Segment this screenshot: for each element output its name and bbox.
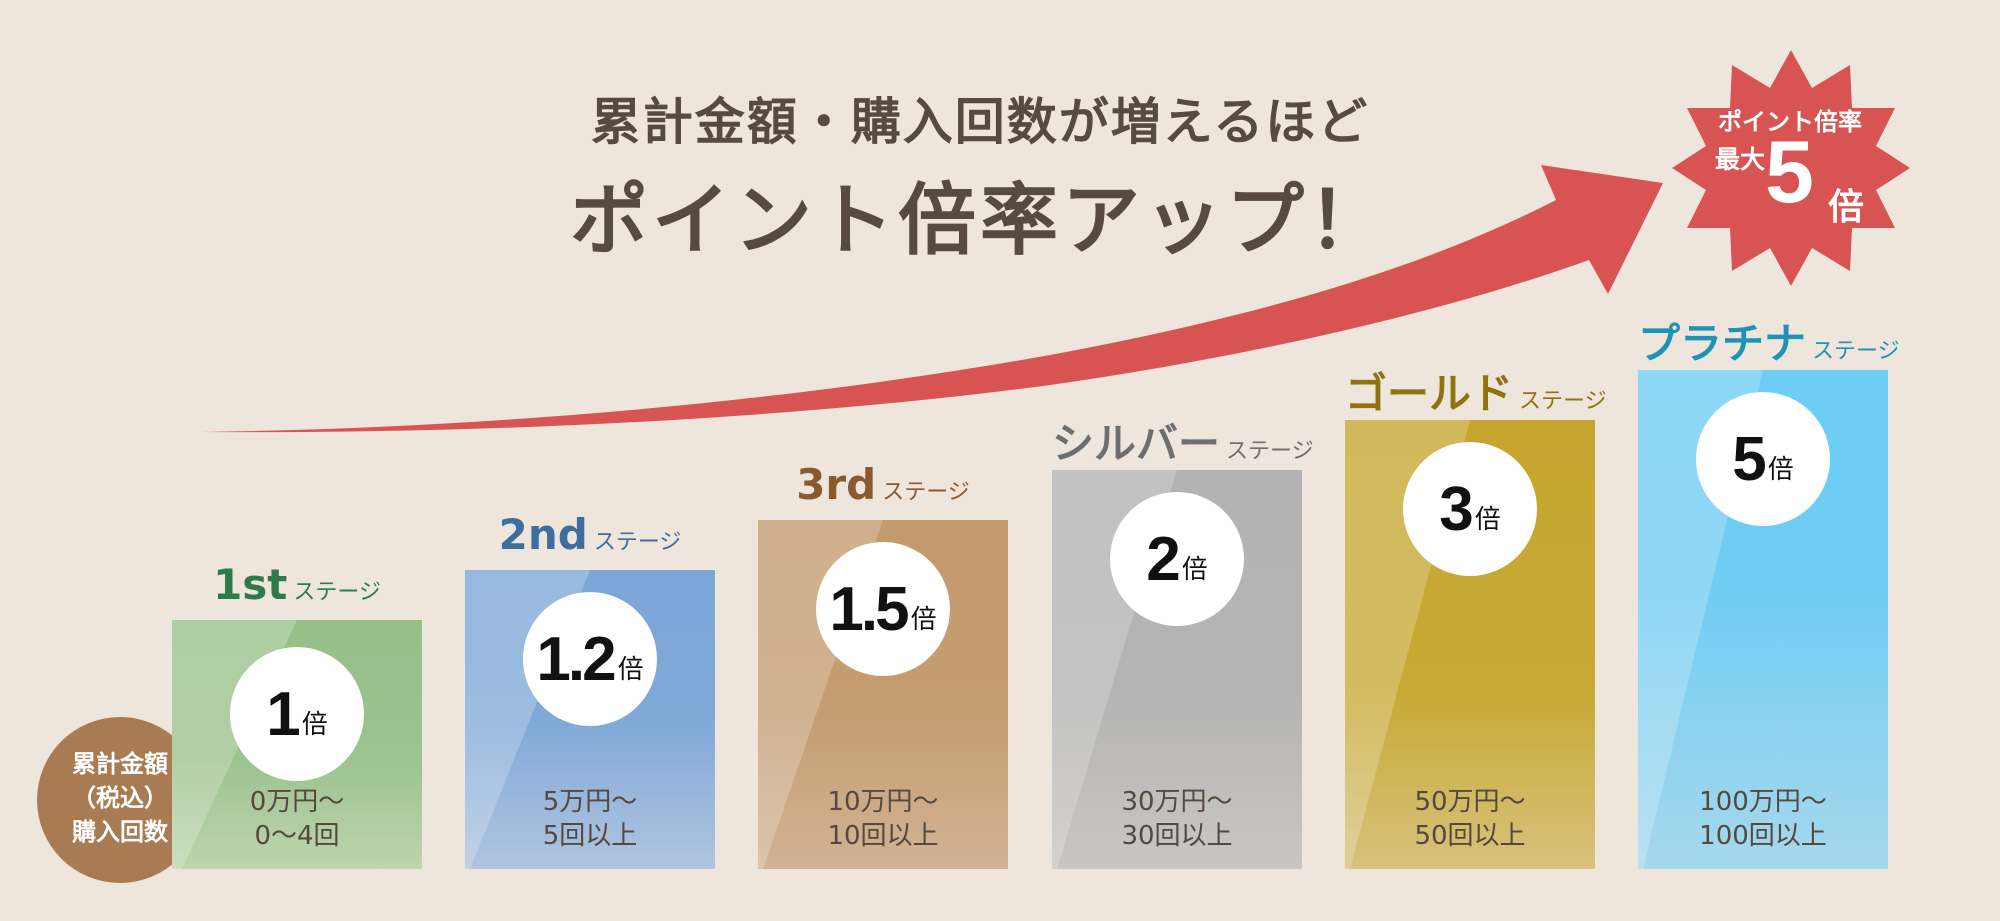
stage-threshold: 10万円～ 10回以上 [827,787,939,851]
stage-threshold: 50万円～ 50回以上 [1414,787,1526,851]
stage-threshold: 5万円～ 5回以上 [542,787,638,851]
stage-bar: 1.2 倍 5万円～ 5回以上 [465,570,715,869]
stage-bar: 1.5 倍 10万円～ 10回以上 [758,520,1008,869]
stage-3rd: 3rd ステージ 1.5 倍 10万円～ 10回以上 [758,460,1008,869]
stage-threshold: 0万円～ 0～4回 [249,787,345,851]
stage-threshold: 100万円～ 100回以上 [1699,787,1827,851]
max-multiplier-badge: ポイント倍率 最大 5 倍 [1678,50,1904,268]
stage-title: ゴールド ステージ [1345,369,1607,418]
headline-subtitle: 累計金額・購入回数が増えるほど [590,93,1370,151]
criteria-speech-bubble: 累計金額 （税込） 購入回数 [38,717,238,883]
stage-title: プラチナ ステージ [1638,319,1900,368]
stage-title: シルバー ステージ [1052,419,1314,468]
criteria-amount-label: 累計金額 [72,750,168,778]
criteria-tax-label: （税込） [72,784,168,812]
stage-2nd: 2nd ステージ 1.2 倍 5万円～ 5回以上 [465,510,715,869]
stage-title: 2nd ステージ [498,510,682,559]
stage-title: 3rd ステージ [796,460,970,509]
stage-title: 1st ステージ [213,560,381,609]
stage-threshold: 30万円～ 30回以上 [1121,787,1233,851]
criteria-count-label: 購入回数 [72,818,168,846]
multiplier-circle: 1.5 倍 [816,542,950,676]
multiplier-circle: 1.2 倍 [523,592,657,726]
badge-label: ポイント倍率 [1718,108,1862,136]
badge-unit: 倍 [1828,187,1865,228]
badge-value: 5 [1765,122,1814,221]
headline-title: ポイント倍率アップ！ [569,176,1390,266]
badge-max-label: 最大 [1715,145,1766,174]
